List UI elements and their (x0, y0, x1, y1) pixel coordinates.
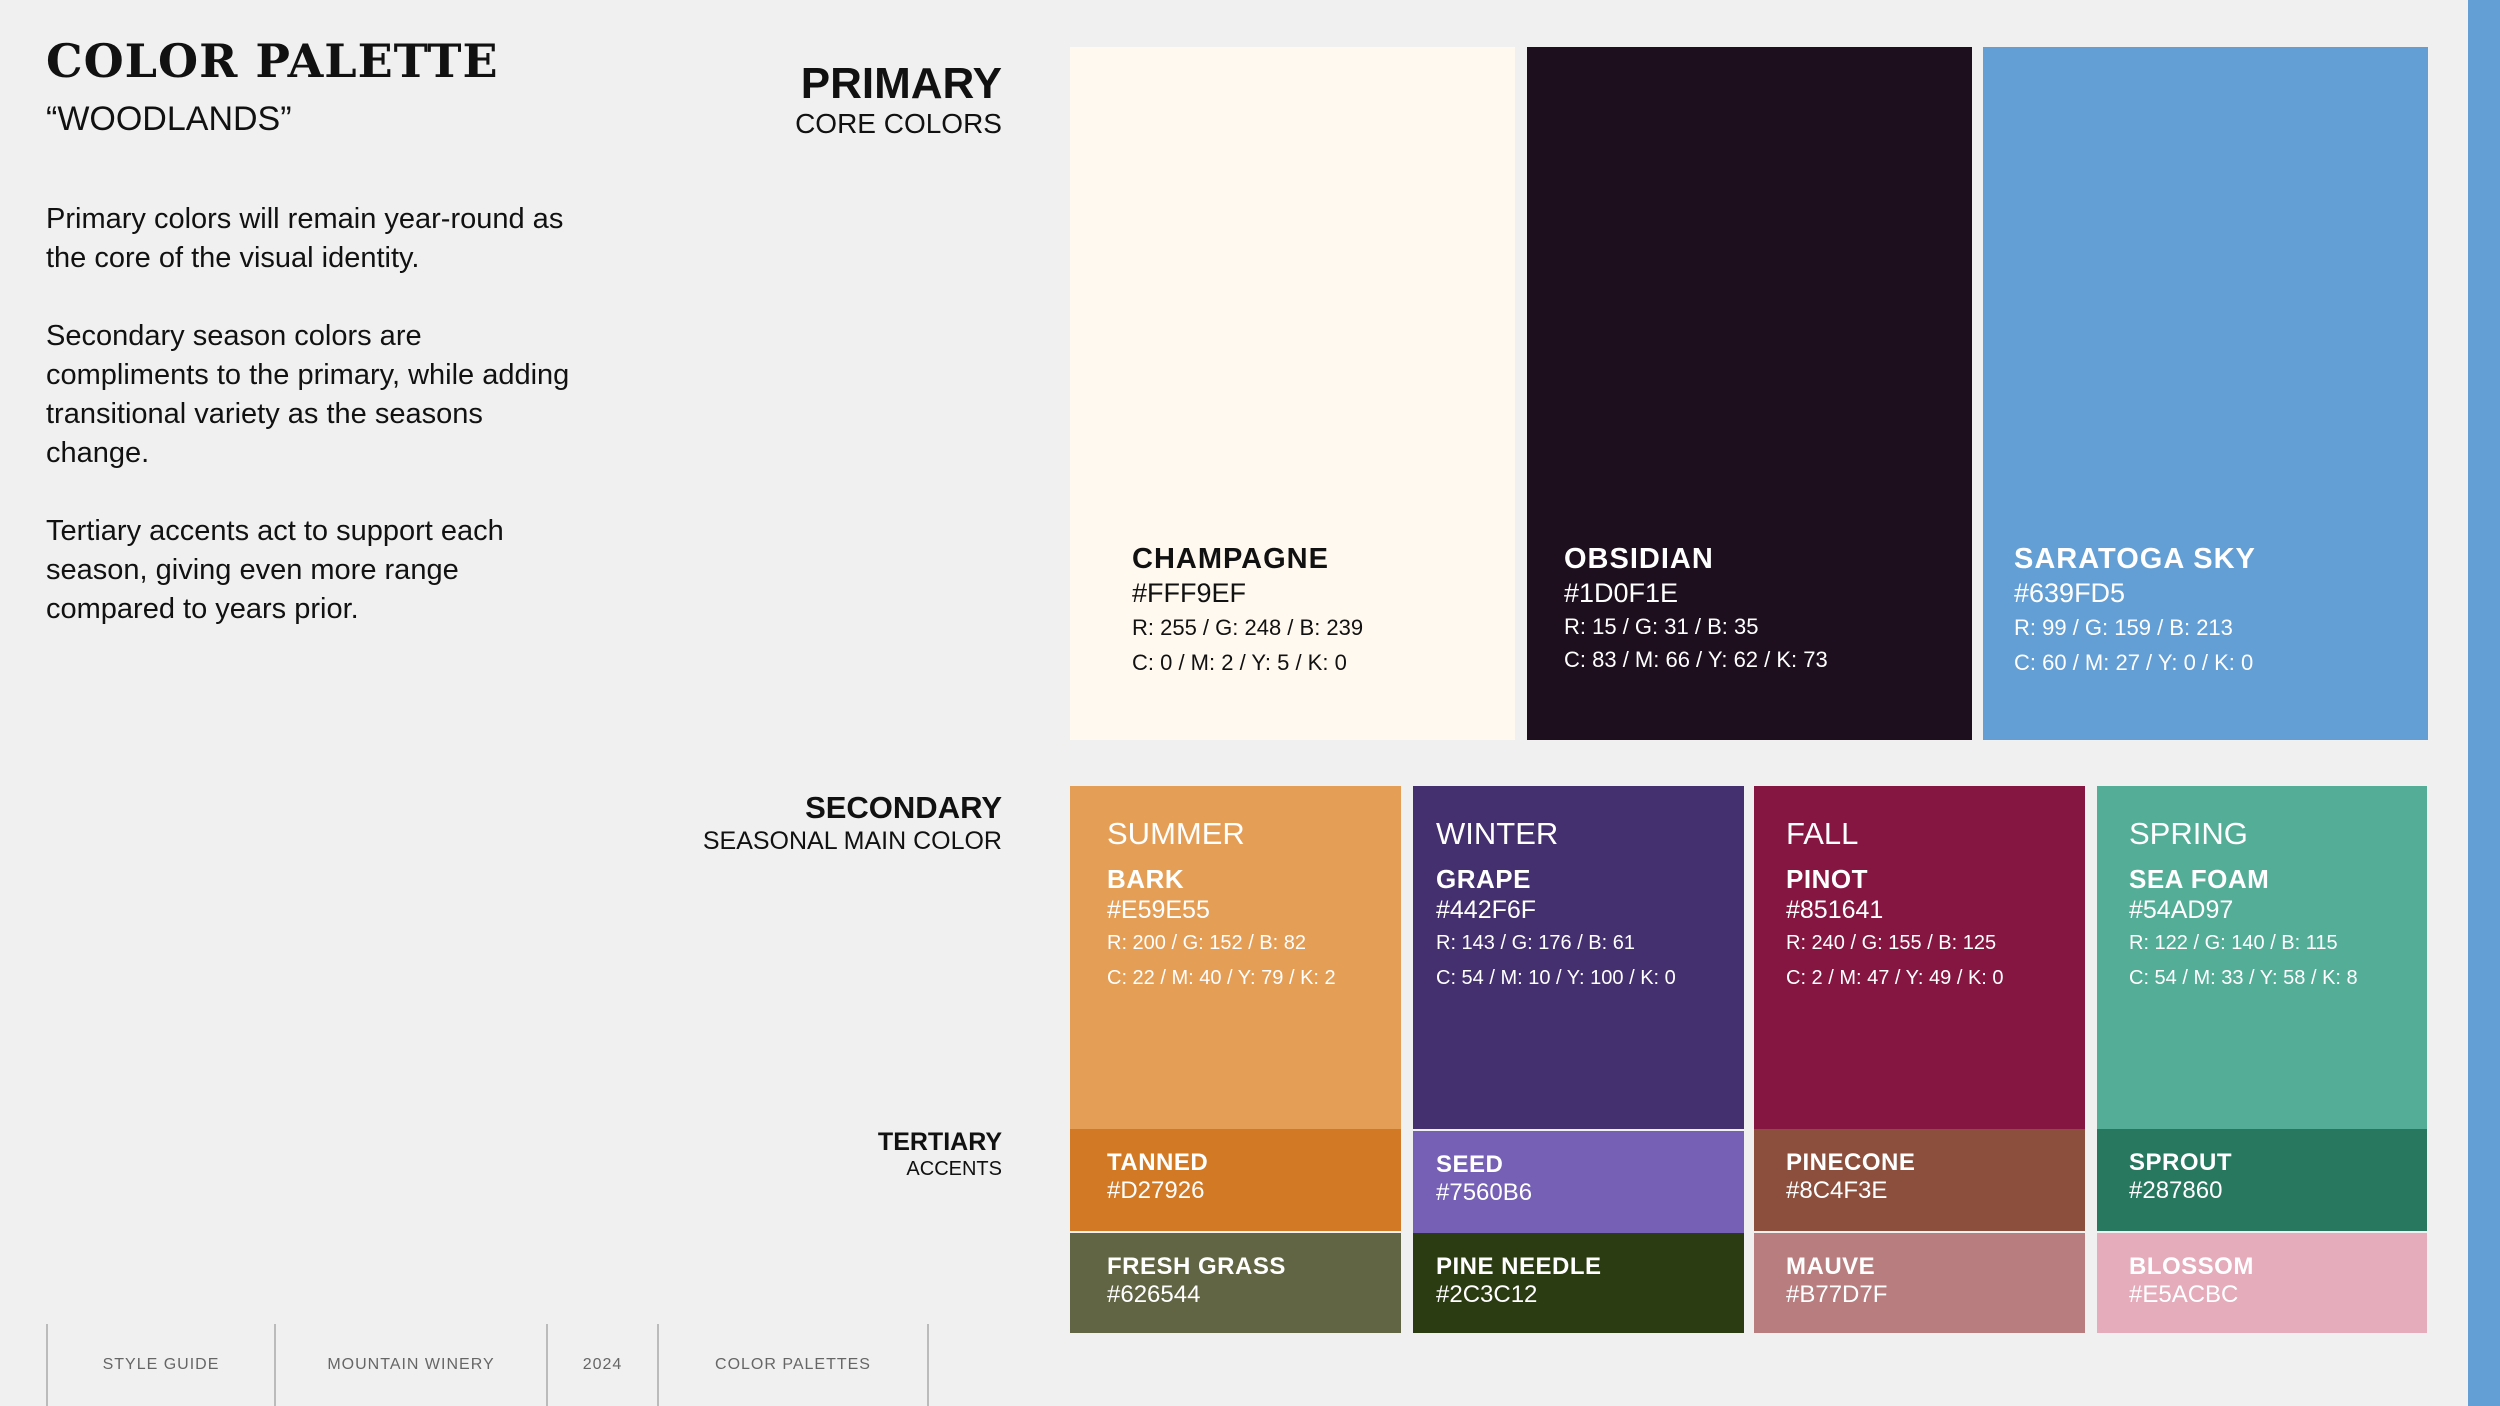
swatch-cmyk: C: 60 / M: 27 / Y: 0 / K: 0 (2014, 650, 2254, 675)
swatch-name: SEED (1436, 1151, 1504, 1178)
tertiary-subheading: ACCENTS (906, 1158, 1002, 1180)
secondary-swatch-fall: FALL PINOT #851641 R: 240 / G: 155 / B: … (1754, 786, 2085, 1129)
swatch-hex: #639FD5 (2014, 578, 2126, 608)
swatch-info: SUMMER BARK #E59E55 R: 200 / G: 152 / B:… (1107, 814, 1336, 996)
swatch-hex: #E5ACBC (2129, 1281, 2239, 1308)
tertiary-swatch-mauve: MAUVE #B77D7F (1754, 1233, 2085, 1333)
swatch-info: TANNED #D27926 (1107, 1149, 1208, 1205)
primary-swatch-obsidian: OBSIDIAN #1D0F1E R: 15 / G: 31 / B: 35 C… (1527, 47, 1972, 740)
footer-style-guide: STYLE GUIDE (46, 1324, 274, 1406)
swatch-rgb: R: 240 / G: 155 / B: 125 (1786, 932, 1997, 954)
swatch-info: FRESH GRASS #626544 (1107, 1253, 1286, 1309)
swatch-name: CHAMPAGNE (1132, 543, 1329, 575)
swatch-name: SPROUT (2129, 1149, 2233, 1176)
swatch-info: CHAMPAGNE #FFF9EF R: 255 / G: 248 / B: 2… (1132, 542, 1363, 680)
season-name: SPRING (2129, 816, 2248, 851)
swatch-info: SPROUT #287860 (2129, 1149, 2232, 1205)
swatch-cmyk: C: 22 / M: 40 / Y: 79 / K: 2 (1107, 967, 1336, 989)
swatch-name: BARK (1107, 864, 1185, 894)
secondary-section-label: SECONDARY SEASONAL MAIN COLOR (703, 792, 1002, 854)
swatch-name: MAUVE (1786, 1253, 1876, 1280)
swatch-cmyk: C: 54 / M: 33 / Y: 58 / K: 8 (2129, 967, 2358, 989)
swatch-hex: #E59E55 (1107, 896, 1210, 924)
edge-color-bar (2468, 0, 2500, 1406)
footer-nav: STYLE GUIDE MOUNTAIN WINERY 2024 COLOR P… (46, 1324, 929, 1406)
swatch-hex: #B77D7F (1786, 1281, 1888, 1308)
swatch-hex: #FFF9EF (1132, 578, 1247, 608)
secondary-subheading: SEASONAL MAIN COLOR (702, 827, 1002, 855)
swatch-hex: #1D0F1E (1564, 578, 1679, 608)
footer-section: COLOR PALETTES (657, 1324, 929, 1406)
swatch-info: SARATOGA SKY #639FD5 R: 99 / G: 159 / B:… (2014, 542, 2256, 680)
primary-swatch-saratoga-sky: SARATOGA SKY #639FD5 R: 99 / G: 159 / B:… (1983, 47, 2428, 740)
secondary-swatch-spring: SPRING SEA FOAM #54AD97 R: 122 / G: 140 … (2097, 786, 2427, 1129)
tertiary-swatch-sprout: SPROUT #287860 (2097, 1129, 2427, 1231)
swatch-name: BLOSSOM (2129, 1253, 2254, 1280)
primary-subheading: CORE COLORS (795, 108, 1002, 139)
primary-section-label: PRIMARY CORE COLORS (795, 62, 1002, 138)
tertiary-swatch-fresh-grass: FRESH GRASS #626544 (1070, 1233, 1401, 1333)
swatch-rgb: R: 15 / G: 31 / B: 35 (1564, 614, 1759, 639)
tertiary-section-label: TERTIARY ACCENTS (877, 1128, 1002, 1180)
secondary-swatch-winter: WINTER GRAPE #442F6F R: 143 / G: 176 / B… (1413, 786, 1744, 1129)
primary-heading: PRIMARY (800, 59, 1002, 108)
intro-paragraph-primary: Primary colors will remain year-round as… (46, 203, 564, 274)
page-title: COLOR PALETTE (46, 34, 499, 88)
swatch-cmyk: C: 54 / M: 10 / Y: 100 / K: 0 (1436, 967, 1676, 989)
tertiary-heading: TERTIARY (877, 1128, 1002, 1156)
swatch-info: SEED #7560B6 (1436, 1151, 1532, 1207)
intro-text: Primary colors will remain year-round as… (46, 200, 586, 668)
swatch-info: PINE NEEDLE #2C3C12 (1436, 1253, 1602, 1309)
tertiary-swatch-blossom: BLOSSOM #E5ACBC (2097, 1233, 2427, 1333)
swatch-name: PINE NEEDLE (1436, 1253, 1602, 1280)
swatch-info: MAUVE #B77D7F (1786, 1253, 1887, 1309)
swatch-name: TANNED (1107, 1149, 1209, 1176)
swatch-rgb: R: 122 / G: 140 / B: 115 (2129, 932, 2338, 954)
swatch-info: PINECONE #8C4F3E (1786, 1149, 1915, 1205)
tertiary-swatch-pine-needle: PINE NEEDLE #2C3C12 (1413, 1233, 1744, 1333)
swatch-hex: #7560B6 (1436, 1179, 1533, 1206)
season-name: FALL (1786, 816, 1859, 851)
swatch-info: FALL PINOT #851641 R: 240 / G: 155 / B: … (1786, 814, 2004, 996)
swatch-cmyk: C: 0 / M: 2 / Y: 5 / K: 0 (1132, 650, 1347, 675)
secondary-swatch-summer: SUMMER BARK #E59E55 R: 200 / G: 152 / B:… (1070, 786, 1401, 1129)
swatch-hex: #8C4F3E (1786, 1177, 1888, 1204)
swatch-name: OBSIDIAN (1564, 543, 1714, 575)
intro-paragraph-tertiary: Tertiary accents act to support each sea… (46, 515, 504, 625)
swatch-cmyk: C: 83 / M: 66 / Y: 62 / K: 73 (1564, 647, 1828, 672)
primary-swatch-champagne: CHAMPAGNE #FFF9EF R: 255 / G: 248 / B: 2… (1070, 47, 1515, 740)
swatch-hex: #2C3C12 (1436, 1281, 1538, 1308)
palette-name: “WOODLANDS” (46, 100, 292, 138)
swatch-name: SEA FOAM (2129, 864, 2270, 894)
intro-paragraph-secondary: Secondary season colors are compliments … (46, 320, 570, 469)
swatch-name: PINOT (1786, 864, 1868, 894)
swatch-name: FRESH GRASS (1107, 1253, 1286, 1280)
swatch-hex: #D27926 (1107, 1177, 1205, 1204)
season-name: SUMMER (1107, 816, 1245, 851)
swatch-info: BLOSSOM #E5ACBC (2129, 1253, 2254, 1309)
swatch-rgb: R: 143 / G: 176 / B: 61 (1436, 932, 1636, 954)
swatch-name: GRAPE (1436, 864, 1531, 894)
swatch-hex: #287860 (2129, 1177, 2223, 1204)
swatch-rgb: R: 200 / G: 152 / B: 82 (1107, 932, 1307, 954)
swatch-info: WINTER GRAPE #442F6F R: 143 / G: 176 / B… (1436, 814, 1676, 996)
tertiary-swatch-pinecone: PINECONE #8C4F3E (1754, 1129, 2085, 1231)
secondary-heading: SECONDARY (805, 790, 1002, 825)
swatch-name: PINECONE (1786, 1149, 1916, 1176)
swatch-hex: #54AD97 (2129, 896, 2234, 924)
season-name: WINTER (1436, 816, 1559, 851)
swatch-rgb: R: 255 / G: 248 / B: 239 (1132, 615, 1364, 640)
swatch-info: OBSIDIAN #1D0F1E R: 15 / G: 31 / B: 35 C… (1564, 542, 1828, 676)
swatch-rgb: R: 99 / G: 159 / B: 213 (2014, 615, 2233, 640)
tertiary-swatch-seed: SEED #7560B6 (1413, 1131, 1744, 1233)
footer-client: MOUNTAIN WINERY (274, 1324, 546, 1406)
swatch-hex: #626544 (1107, 1281, 1201, 1308)
swatch-cmyk: C: 2 / M: 47 / Y: 49 / K: 0 (1786, 967, 2004, 989)
tertiary-swatch-tanned: TANNED #D27926 (1070, 1129, 1401, 1231)
swatch-info: SPRING SEA FOAM #54AD97 R: 122 / G: 140 … (2129, 814, 2358, 996)
swatch-hex: #442F6F (1436, 896, 1537, 924)
swatch-name: SARATOGA SKY (2014, 543, 2256, 575)
swatch-hex: #851641 (1786, 896, 1884, 924)
footer-year: 2024 (546, 1324, 657, 1406)
